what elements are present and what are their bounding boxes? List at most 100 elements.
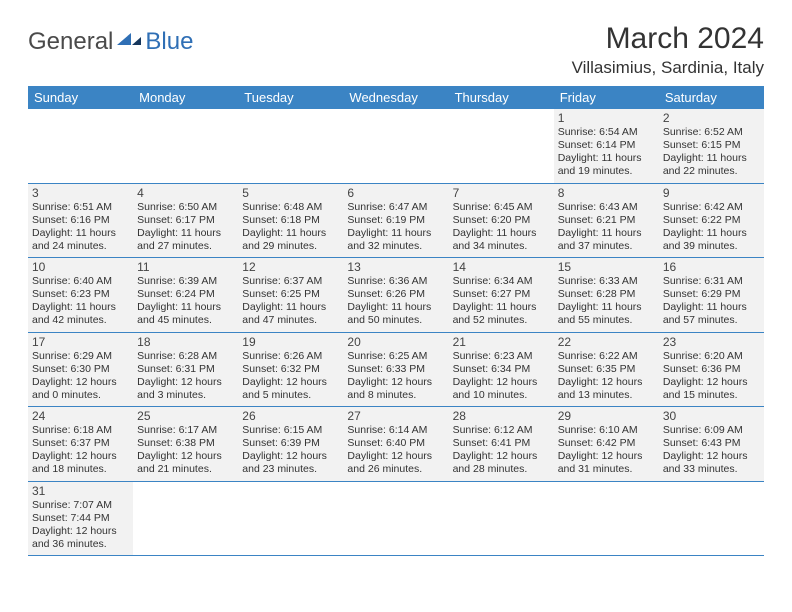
day-cell: 5Sunrise: 6:48 AMSunset: 6:18 PMDaylight… [238, 183, 343, 258]
day-info: Sunrise: 6:43 AMSunset: 6:21 PMDaylight:… [558, 201, 655, 254]
day-cell: 1Sunrise: 6:54 AMSunset: 6:14 PMDaylight… [554, 109, 659, 183]
empty-cell [343, 109, 448, 183]
weekday-header: Sunday [28, 86, 133, 109]
location-title: Villasimius, Sardinia, Italy [572, 58, 764, 78]
calendar-body: 1Sunrise: 6:54 AMSunset: 6:14 PMDaylight… [28, 109, 764, 556]
day-cell: 22Sunrise: 6:22 AMSunset: 6:35 PMDayligh… [554, 332, 659, 407]
day-info: Sunrise: 6:10 AMSunset: 6:42 PMDaylight:… [558, 424, 655, 477]
day-number: 11 [137, 260, 234, 274]
calendar-week: 31Sunrise: 7:07 AMSunset: 7:44 PMDayligh… [28, 481, 764, 556]
day-number: 27 [347, 409, 444, 423]
day-number: 28 [453, 409, 550, 423]
day-number: 10 [32, 260, 129, 274]
day-cell: 27Sunrise: 6:14 AMSunset: 6:40 PMDayligh… [343, 407, 448, 482]
day-number: 22 [558, 335, 655, 349]
day-info: Sunrise: 6:12 AMSunset: 6:41 PMDaylight:… [453, 424, 550, 477]
day-cell: 7Sunrise: 6:45 AMSunset: 6:20 PMDaylight… [449, 183, 554, 258]
day-cell: 6Sunrise: 6:47 AMSunset: 6:19 PMDaylight… [343, 183, 448, 258]
day-number: 14 [453, 260, 550, 274]
empty-cell [449, 481, 554, 556]
day-info: Sunrise: 6:50 AMSunset: 6:17 PMDaylight:… [137, 201, 234, 254]
empty-cell [133, 481, 238, 556]
calendar-head: SundayMondayTuesdayWednesdayThursdayFrid… [28, 86, 764, 109]
day-cell: 4Sunrise: 6:50 AMSunset: 6:17 PMDaylight… [133, 183, 238, 258]
day-number: 15 [558, 260, 655, 274]
day-number: 1 [558, 111, 655, 125]
empty-cell [554, 481, 659, 556]
day-info: Sunrise: 6:51 AMSunset: 6:16 PMDaylight:… [32, 201, 129, 254]
calendar-week: 1Sunrise: 6:54 AMSunset: 6:14 PMDaylight… [28, 109, 764, 183]
day-info: Sunrise: 6:42 AMSunset: 6:22 PMDaylight:… [663, 201, 760, 254]
day-info: Sunrise: 6:18 AMSunset: 6:37 PMDaylight:… [32, 424, 129, 477]
weekday-header: Friday [554, 86, 659, 109]
day-cell: 11Sunrise: 6:39 AMSunset: 6:24 PMDayligh… [133, 258, 238, 333]
day-info: Sunrise: 6:48 AMSunset: 6:18 PMDaylight:… [242, 201, 339, 254]
day-number: 8 [558, 186, 655, 200]
day-cell: 26Sunrise: 6:15 AMSunset: 6:39 PMDayligh… [238, 407, 343, 482]
logo: General Blue [28, 22, 193, 56]
day-info: Sunrise: 6:31 AMSunset: 6:29 PMDaylight:… [663, 275, 760, 328]
title-block: March 2024 Villasimius, Sardinia, Italy [572, 22, 764, 78]
day-cell: 29Sunrise: 6:10 AMSunset: 6:42 PMDayligh… [554, 407, 659, 482]
day-info: Sunrise: 6:26 AMSunset: 6:32 PMDaylight:… [242, 350, 339, 403]
day-info: Sunrise: 6:40 AMSunset: 6:23 PMDaylight:… [32, 275, 129, 328]
day-cell: 10Sunrise: 6:40 AMSunset: 6:23 PMDayligh… [28, 258, 133, 333]
day-cell: 13Sunrise: 6:36 AMSunset: 6:26 PMDayligh… [343, 258, 448, 333]
day-number: 24 [32, 409, 129, 423]
day-info: Sunrise: 6:52 AMSunset: 6:15 PMDaylight:… [663, 126, 760, 179]
calendar-table: SundayMondayTuesdayWednesdayThursdayFrid… [28, 86, 764, 556]
day-cell: 18Sunrise: 6:28 AMSunset: 6:31 PMDayligh… [133, 332, 238, 407]
day-number: 29 [558, 409, 655, 423]
day-info: Sunrise: 6:33 AMSunset: 6:28 PMDaylight:… [558, 275, 655, 328]
calendar-week: 17Sunrise: 6:29 AMSunset: 6:30 PMDayligh… [28, 332, 764, 407]
empty-cell [238, 109, 343, 183]
day-number: 26 [242, 409, 339, 423]
day-cell: 14Sunrise: 6:34 AMSunset: 6:27 PMDayligh… [449, 258, 554, 333]
day-info: Sunrise: 6:54 AMSunset: 6:14 PMDaylight:… [558, 126, 655, 179]
empty-cell [238, 481, 343, 556]
day-number: 17 [32, 335, 129, 349]
day-info: Sunrise: 6:34 AMSunset: 6:27 PMDaylight:… [453, 275, 550, 328]
weekday-header: Tuesday [238, 86, 343, 109]
day-number: 5 [242, 186, 339, 200]
day-info: Sunrise: 6:15 AMSunset: 6:39 PMDaylight:… [242, 424, 339, 477]
day-info: Sunrise: 6:20 AMSunset: 6:36 PMDaylight:… [663, 350, 760, 403]
day-number: 18 [137, 335, 234, 349]
empty-cell [133, 109, 238, 183]
day-number: 7 [453, 186, 550, 200]
day-cell: 19Sunrise: 6:26 AMSunset: 6:32 PMDayligh… [238, 332, 343, 407]
day-info: Sunrise: 6:28 AMSunset: 6:31 PMDaylight:… [137, 350, 234, 403]
weekday-header: Wednesday [343, 86, 448, 109]
day-info: Sunrise: 6:36 AMSunset: 6:26 PMDaylight:… [347, 275, 444, 328]
day-number: 30 [663, 409, 760, 423]
day-cell: 16Sunrise: 6:31 AMSunset: 6:29 PMDayligh… [659, 258, 764, 333]
day-info: Sunrise: 6:17 AMSunset: 6:38 PMDaylight:… [137, 424, 234, 477]
month-title: March 2024 [572, 22, 764, 56]
day-info: Sunrise: 7:07 AMSunset: 7:44 PMDaylight:… [32, 499, 129, 552]
flag-icon [117, 31, 143, 51]
weekday-header: Saturday [659, 86, 764, 109]
weekday-header: Monday [133, 86, 238, 109]
day-number: 23 [663, 335, 760, 349]
day-cell: 21Sunrise: 6:23 AMSunset: 6:34 PMDayligh… [449, 332, 554, 407]
day-number: 3 [32, 186, 129, 200]
empty-cell [343, 481, 448, 556]
day-cell: 31Sunrise: 7:07 AMSunset: 7:44 PMDayligh… [28, 481, 133, 556]
day-number: 25 [137, 409, 234, 423]
day-number: 16 [663, 260, 760, 274]
empty-cell [659, 481, 764, 556]
day-cell: 9Sunrise: 6:42 AMSunset: 6:22 PMDaylight… [659, 183, 764, 258]
day-cell: 8Sunrise: 6:43 AMSunset: 6:21 PMDaylight… [554, 183, 659, 258]
day-number: 12 [242, 260, 339, 274]
day-number: 13 [347, 260, 444, 274]
day-info: Sunrise: 6:47 AMSunset: 6:19 PMDaylight:… [347, 201, 444, 254]
day-number: 6 [347, 186, 444, 200]
day-info: Sunrise: 6:09 AMSunset: 6:43 PMDaylight:… [663, 424, 760, 477]
day-info: Sunrise: 6:22 AMSunset: 6:35 PMDaylight:… [558, 350, 655, 403]
day-info: Sunrise: 6:25 AMSunset: 6:33 PMDaylight:… [347, 350, 444, 403]
day-cell: 24Sunrise: 6:18 AMSunset: 6:37 PMDayligh… [28, 407, 133, 482]
day-number: 20 [347, 335, 444, 349]
day-cell: 2Sunrise: 6:52 AMSunset: 6:15 PMDaylight… [659, 109, 764, 183]
empty-cell [28, 109, 133, 183]
day-number: 9 [663, 186, 760, 200]
